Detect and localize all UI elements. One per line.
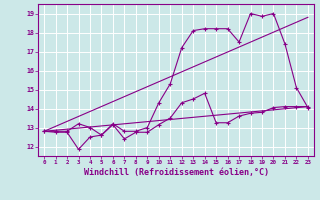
X-axis label: Windchill (Refroidissement éolien,°C): Windchill (Refroidissement éolien,°C) bbox=[84, 168, 268, 177]
